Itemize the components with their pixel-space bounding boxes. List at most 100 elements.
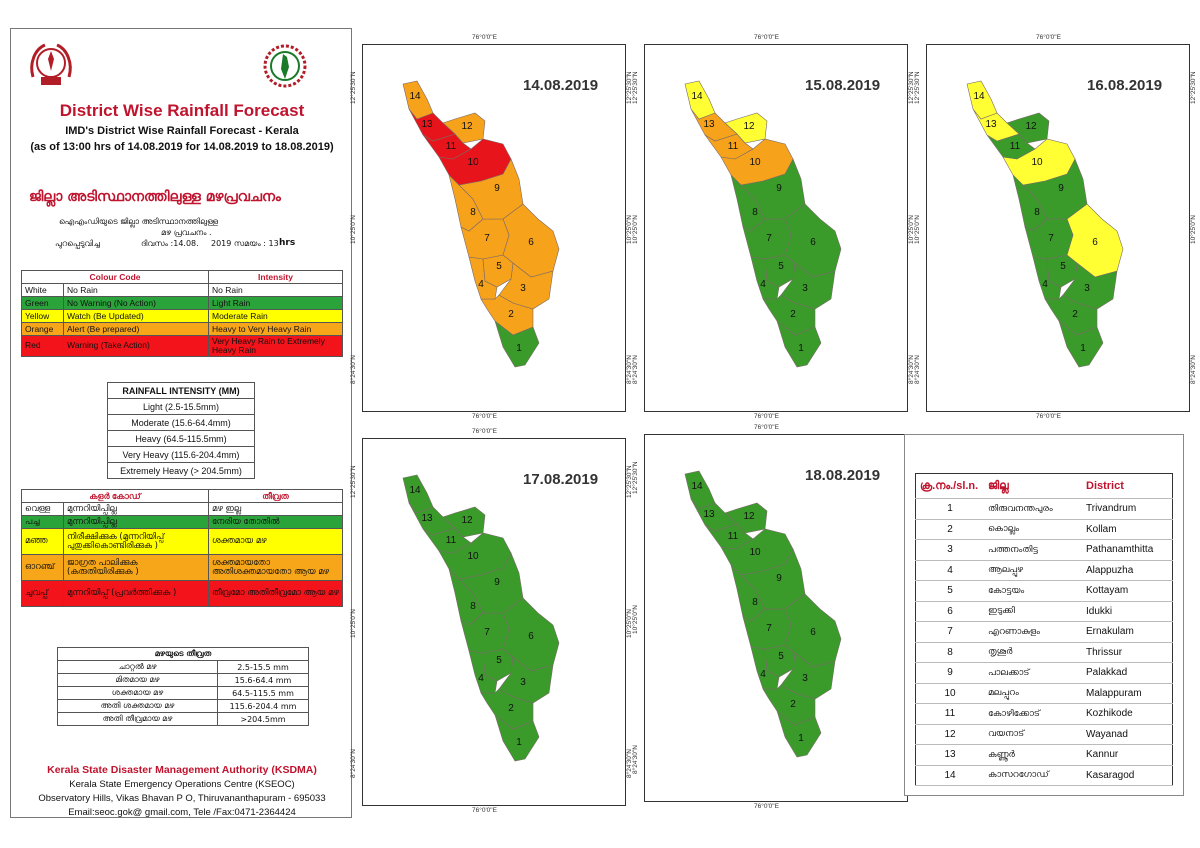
district-2 xyxy=(480,688,534,730)
lon-label-top: 76°0'0"E xyxy=(472,34,497,41)
ri-title: RAINFALL INTENSITY (MM) xyxy=(107,382,255,399)
lon-label-top: 76°0'0"E xyxy=(754,424,779,431)
mlcc-header-intensity: തീവ്രത xyxy=(208,489,343,503)
district-label-14: 14 xyxy=(973,91,985,102)
district-label-11: 11 xyxy=(728,141,739,152)
district-label-7: 7 xyxy=(766,623,772,634)
district-label-10: 10 xyxy=(1031,157,1043,168)
district-label-13: 13 xyxy=(421,513,433,524)
mlcc-row: മഞ്ഞ നിരീക്ഷിക്കുക (മുന്നറിയിപ്പ് പുതുക്ക… xyxy=(21,528,343,555)
district-label-11: 11 xyxy=(446,141,457,152)
kerala-emblem-icon xyxy=(30,43,72,85)
cc-name: Orange xyxy=(21,322,64,336)
cc-intensity: Moderate Rain xyxy=(208,309,343,323)
district-label-6: 6 xyxy=(528,631,534,642)
forecast-map-5: 1 2 3 4 5 6 7 8 9 10 11 12 13 14 18.08.2019 xyxy=(644,434,908,802)
forecast-map-4: 1 2 3 4 5 6 7 8 9 10 11 12 13 14 17.08.2019 xyxy=(362,438,626,806)
district-label-9: 9 xyxy=(776,183,782,194)
map-date: 16.08.2019 xyxy=(1087,77,1163,94)
district-label-9: 9 xyxy=(1058,183,1064,194)
district-label-12: 12 xyxy=(461,515,473,526)
dt-num: 9 xyxy=(915,662,984,684)
ml-line-2: മഴ പ്രവചനം . xyxy=(161,228,212,237)
district-label-8: 8 xyxy=(470,207,476,218)
dt-name: Palakkad xyxy=(1082,662,1173,684)
district-label-6: 6 xyxy=(810,237,816,248)
lat-label-left: 8°24'30"N xyxy=(632,745,639,774)
district-label-13: 13 xyxy=(985,119,997,130)
mlcc-name: ഓറഞ്ച് xyxy=(21,554,64,581)
dt-ml: കോഴിക്കോട് xyxy=(984,703,1082,725)
district-label-7: 7 xyxy=(484,627,490,638)
district-14 xyxy=(402,474,434,514)
district-list-panel: ക്ര.നം./sl.n. ജില്ല District 1 തിരുവനന്തപുരം… xyxy=(904,434,1184,796)
district-label-10: 10 xyxy=(749,547,761,558)
mi-range: 2.5-15.5 mm xyxy=(217,660,309,674)
dt-num: 12 xyxy=(915,724,984,745)
ml-line-3c: 2019 സമയം : 13 xyxy=(211,239,279,248)
mlcc-row: ചുവപ്പ് മുന്നറിയിപ്പ് (പ്രവർത്തിക്കുക ) തീ… xyxy=(21,580,343,607)
mlcc-intensity: ശക്തമായതോ അതിശക്തമായതോ ആയ മഴ xyxy=(208,554,343,581)
mi-name: അതി ശക്തമായ മഴ xyxy=(57,699,218,713)
district-label-3: 3 xyxy=(1084,283,1090,294)
district-label-12: 12 xyxy=(461,121,473,132)
district-2 xyxy=(762,684,816,726)
cc-row: Red Warning (Take Action) Very Heavy Rain … xyxy=(21,335,343,357)
cc-code: Warning (Take Action) xyxy=(63,335,209,357)
dt-num: 3 xyxy=(915,539,984,561)
dt-name: Kasaragod xyxy=(1082,765,1173,786)
district-label-4: 4 xyxy=(478,279,484,290)
district-label-6: 6 xyxy=(810,627,816,638)
district-label-2: 2 xyxy=(790,309,796,320)
district-2 xyxy=(762,294,816,336)
lon-label-bottom: 76°0'0"E xyxy=(472,413,497,420)
mlcc-name: ചുവപ്പ് xyxy=(21,580,64,607)
district-14 xyxy=(966,80,998,120)
district-label-9: 9 xyxy=(494,577,500,588)
mlcc-header-colour: കളർ കോഡ് xyxy=(21,489,209,503)
district-label-8: 8 xyxy=(752,207,758,218)
ksdma-logo-icon xyxy=(263,44,307,88)
cc-header-colour: Colour Code xyxy=(21,270,209,284)
lat-label-left: 10°25'0"N xyxy=(632,605,639,634)
mi-range: 64.5-115.5 mm xyxy=(217,686,309,700)
dt-header-sl: ക്ര.നം./sl.n. xyxy=(915,473,984,499)
cc-name: Red xyxy=(21,335,64,357)
dt-name: Ernakulam xyxy=(1082,621,1173,643)
ml-line-3d: hrs xyxy=(279,238,296,248)
dt-name: Malappuram xyxy=(1082,683,1173,704)
cc-code: No Rain xyxy=(63,283,209,297)
district-14 xyxy=(402,80,434,120)
dt-num: 10 xyxy=(915,683,984,704)
district-label-4: 4 xyxy=(478,673,484,684)
dt-ml: മലപ്പുറം xyxy=(984,683,1082,704)
mi-range: >204.5mm xyxy=(217,712,309,726)
cc-header-intensity: Intensity xyxy=(208,270,343,284)
dt-ml: കൊല്ലം xyxy=(984,519,1082,540)
district-row: 12 വയനാട് Wayanad xyxy=(915,724,1173,745)
dt-ml: എറണാകുളം xyxy=(984,621,1082,643)
dt-name: Kollam xyxy=(1082,519,1173,540)
district-label-8: 8 xyxy=(470,601,476,612)
ml-intensity-table: മഴയുടെ തീവ്രത ചാറ്റൽ മഴ 2.5-15.5 mm മിതമായ … xyxy=(57,647,309,726)
district-label-3: 3 xyxy=(802,283,808,294)
dt-ml: കാസറഗോഡ് xyxy=(984,765,1082,786)
dt-ml: കോട്ടയം xyxy=(984,580,1082,602)
district-label-10: 10 xyxy=(467,157,479,168)
mi-name: അതി തീവ്രമായ മഴ xyxy=(57,712,218,726)
district-label-14: 14 xyxy=(409,485,421,496)
district-label-9: 9 xyxy=(494,183,500,194)
district-label-10: 10 xyxy=(467,551,479,562)
district-row: 2 കൊല്ലം Kollam xyxy=(915,519,1173,540)
district-row: 7 എറണാകുളം Ernakulam xyxy=(915,621,1173,643)
district-row: 6 ഇടുക്കി Idukki xyxy=(915,601,1173,622)
map-date: 15.08.2019 xyxy=(805,77,881,94)
cc-code: Alert (Be prepared) xyxy=(63,322,209,336)
district-label-5: 5 xyxy=(778,261,784,272)
lon-label-top: 76°0'0"E xyxy=(472,428,497,435)
district-label-2: 2 xyxy=(508,309,514,320)
ml-line-1: ഐഎംഡിയുടെ ജില്ലാ അടിസ്ഥാനത്തിലുള്ള xyxy=(59,217,219,226)
district-label-1: 1 xyxy=(798,733,804,744)
